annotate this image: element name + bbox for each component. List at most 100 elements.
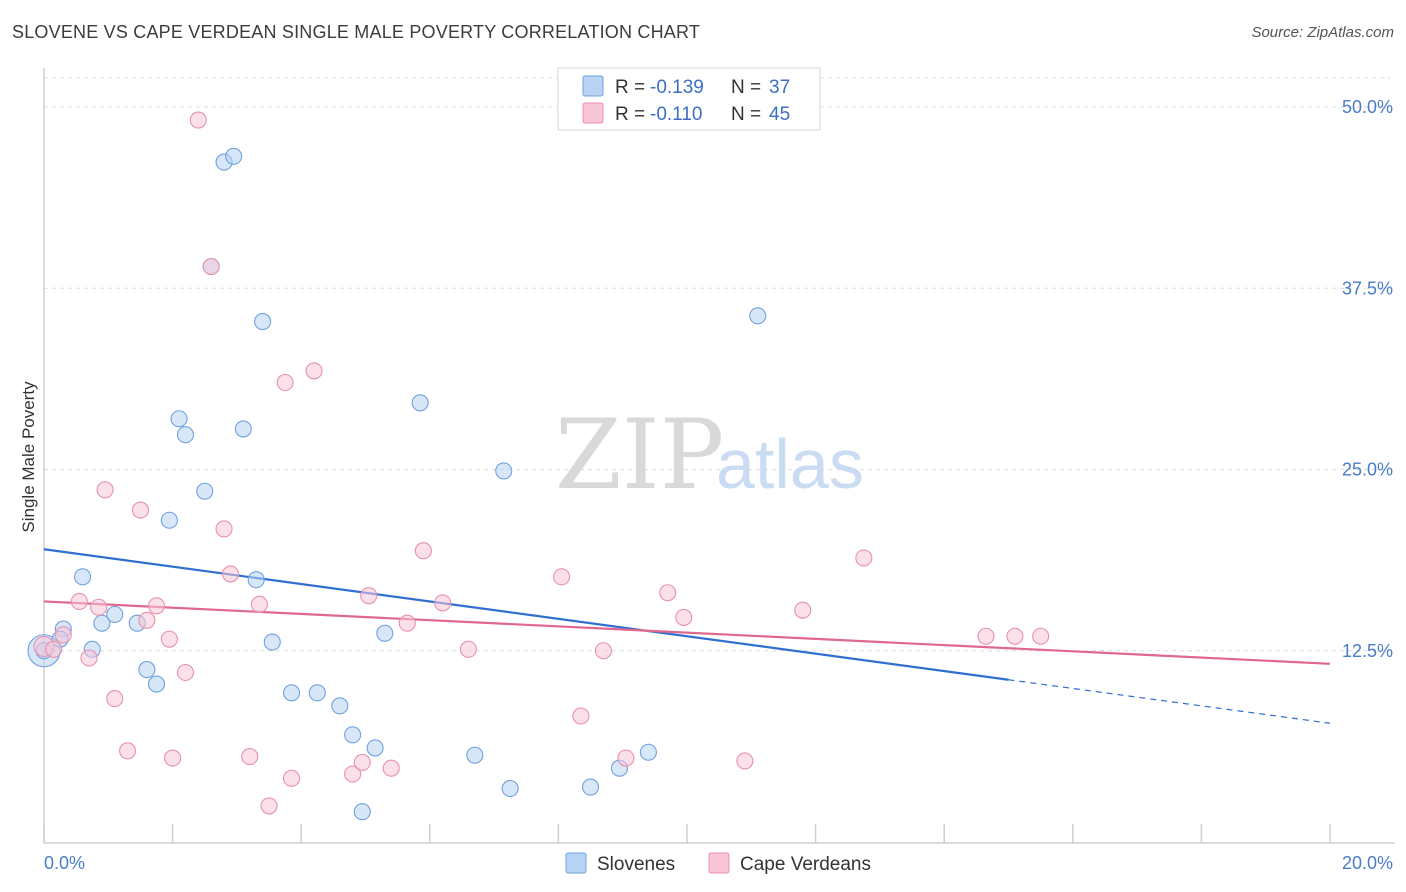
point-cape-verdeans-39	[736, 752, 754, 770]
point-cape-verdeans-44	[1032, 627, 1050, 645]
point-cape-verdeans-2	[54, 626, 72, 644]
stats-legend: R = -0.139 N = 37 R = -0.110 N = 45	[557, 67, 821, 131]
point-slovenes-32	[581, 778, 600, 796]
legend-label-slovenes: Slovenes	[597, 854, 675, 875]
point-cape-verdeans-43	[1006, 627, 1024, 645]
point-cape-verdeans-10	[138, 611, 156, 629]
point-cape-verdeans-41	[855, 549, 873, 567]
point-slovenes-8	[138, 661, 156, 679]
point-cape-verdeans-4	[80, 649, 98, 667]
point-cape-verdeans-37	[659, 584, 677, 602]
point-cape-verdeans-31	[434, 594, 452, 612]
trend-line-ext-0	[1008, 679, 1331, 724]
point-cape-verdeans-23	[283, 769, 301, 787]
point-cape-verdeans-26	[353, 753, 371, 771]
point-cape-verdeans-24	[305, 362, 323, 380]
point-slovenes-13	[196, 482, 214, 500]
point-slovenes-5	[93, 614, 111, 632]
point-slovenes-17	[234, 420, 252, 438]
point-slovenes-21	[283, 684, 301, 702]
point-cape-verdeans-18	[221, 565, 240, 583]
y-tick-label-1: 25.0%	[1342, 460, 1393, 480]
point-slovenes-10	[160, 511, 178, 529]
trend-line-0	[43, 548, 1009, 681]
point-cape-verdeans-9	[131, 501, 149, 519]
point-cape-verdeans-8	[119, 742, 137, 760]
point-slovenes-9	[147, 675, 166, 693]
point-slovenes-12	[176, 426, 195, 444]
stats-n-value-1: 45	[769, 104, 790, 125]
stats-n-value-0: 37	[769, 77, 790, 98]
point-slovenes-26	[366, 739, 384, 757]
legend-swatch-cape-verdeans	[708, 852, 730, 874]
point-cape-verdeans-1	[45, 640, 63, 658]
point-cape-verdeans-32	[459, 640, 477, 658]
point-slovenes-35	[749, 307, 767, 325]
point-cape-verdeans-21	[260, 797, 278, 815]
points-layer	[27, 111, 1050, 821]
point-slovenes-34	[639, 743, 657, 761]
point-cape-verdeans-28	[382, 759, 400, 777]
axis-layer: 12.5% 25.0% 37.5% 50.0%	[43, 68, 1395, 844]
point-slovenes-23	[331, 697, 349, 715]
point-slovenes-19	[254, 313, 272, 331]
point-cape-verdeans-7	[106, 690, 124, 708]
legend-label-cape-verdeans: Cape Verdeans	[740, 854, 871, 875]
point-cape-verdeans-36	[617, 749, 635, 767]
point-cape-verdeans-27	[360, 587, 378, 605]
point-slovenes-24	[344, 726, 362, 744]
point-slovenes-25	[353, 803, 371, 821]
point-cape-verdeans-42	[977, 627, 995, 645]
y-tick-label-2: 37.5%	[1342, 278, 1393, 298]
point-slovenes-6	[106, 605, 124, 624]
source-note: Source: ZipAtlas.com	[1251, 24, 1394, 41]
point-cape-verdeans-35	[594, 642, 612, 660]
series-legend: Slovenes Cape Verdeans	[565, 852, 871, 875]
watermark-atlas: atlas	[716, 425, 864, 503]
point-cape-verdeans-20	[250, 595, 268, 613]
y-tick-label-3: 50.0%	[1342, 97, 1393, 117]
point-cape-verdeans-14	[176, 663, 195, 682]
x-tick-max: 20.0%	[1342, 853, 1393, 873]
chart-title: SLOVENE VS CAPE VERDEAN SINGLE MALE POVE…	[12, 22, 701, 42]
watermark-zip: ZIP	[555, 399, 724, 511]
point-cape-verdeans-11	[147, 597, 166, 615]
point-cape-verdeans-40	[794, 601, 812, 619]
point-cape-verdeans-17	[215, 520, 233, 538]
point-slovenes-16	[225, 147, 243, 165]
stats-r-label-0: R =	[615, 77, 645, 98]
point-slovenes-22	[308, 684, 326, 702]
point-slovenes-27	[376, 624, 394, 642]
point-cape-verdeans-13	[164, 749, 182, 767]
point-cape-verdeans-29	[398, 614, 416, 632]
stats-r-value-0: -0.139	[650, 77, 704, 98]
point-cape-verdeans-15	[189, 111, 207, 129]
point-slovenes-30	[495, 462, 513, 480]
point-cape-verdeans-16	[202, 257, 220, 276]
stats-n-label-0: N =	[731, 77, 761, 98]
point-cape-verdeans-34	[572, 707, 590, 725]
y-axis-title: Single Male Poverty	[19, 381, 38, 533]
stats-r-value-1: -0.110	[650, 104, 702, 125]
legend-swatch-slovenes	[565, 852, 587, 874]
watermark: ZIP atlas	[555, 399, 864, 511]
point-slovenes-18	[247, 571, 265, 589]
y-tick-label-0: 12.5%	[1342, 641, 1393, 661]
stats-swatch-cape-verdeans	[582, 102, 604, 124]
grid-layer	[44, 77, 1390, 652]
stats-swatch-slovenes	[582, 75, 604, 97]
x-tick-min: 0.0%	[44, 853, 85, 873]
point-cape-verdeans-33	[553, 568, 571, 586]
point-cape-verdeans-30	[414, 542, 432, 560]
stats-n-label-1: N =	[731, 104, 761, 125]
point-slovenes-11	[170, 410, 188, 428]
point-cape-verdeans-38	[675, 608, 693, 626]
point-slovenes-29	[466, 746, 484, 764]
point-cape-verdeans-3	[70, 592, 88, 611]
stats-r-label-1: R =	[615, 104, 645, 125]
point-slovenes-3	[74, 568, 92, 586]
point-slovenes-20	[263, 633, 281, 651]
point-slovenes-28	[411, 394, 429, 412]
point-cape-verdeans-22	[276, 373, 294, 392]
